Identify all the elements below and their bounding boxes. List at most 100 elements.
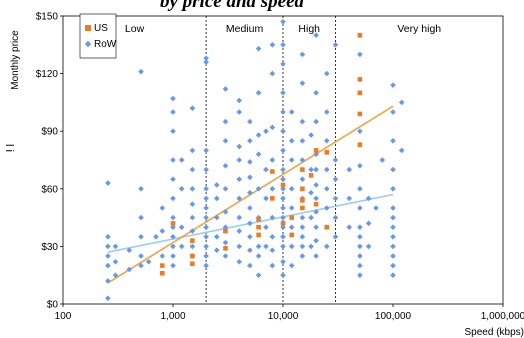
row-point bbox=[222, 138, 229, 144]
row-point bbox=[247, 174, 253, 181]
row-point bbox=[170, 157, 176, 163]
x-tick-label: 100,000 bbox=[375, 311, 412, 322]
row-point bbox=[222, 186, 229, 192]
row-point bbox=[299, 51, 306, 58]
row-point bbox=[379, 157, 386, 163]
row-point bbox=[170, 195, 176, 202]
row-point bbox=[288, 243, 295, 250]
row-point bbox=[280, 258, 286, 265]
row-point bbox=[203, 253, 209, 259]
band-label: Medium bbox=[226, 23, 264, 35]
row-point bbox=[280, 195, 286, 202]
row-point bbox=[159, 205, 166, 211]
row-point bbox=[236, 195, 243, 202]
row-point bbox=[390, 243, 396, 250]
row-point bbox=[255, 253, 262, 259]
row-point bbox=[112, 272, 119, 278]
row-point bbox=[280, 243, 286, 250]
row-point bbox=[247, 189, 253, 196]
legend-marker-us bbox=[85, 25, 91, 31]
row-point bbox=[332, 234, 339, 240]
row-point bbox=[332, 176, 339, 182]
legend: US RoW bbox=[79, 13, 117, 59]
row-point bbox=[222, 239, 229, 246]
row-point bbox=[288, 109, 295, 115]
row-point bbox=[189, 105, 196, 111]
row-point bbox=[138, 234, 144, 240]
row-point bbox=[373, 205, 379, 211]
row-point bbox=[203, 195, 209, 202]
row-point bbox=[398, 147, 405, 154]
row-point bbox=[357, 272, 363, 278]
row-point bbox=[280, 18, 286, 25]
y-tick-label: $120 bbox=[36, 69, 59, 80]
row-point bbox=[357, 224, 363, 230]
us-point bbox=[300, 186, 305, 192]
row-point bbox=[390, 253, 396, 259]
row-point bbox=[263, 166, 269, 173]
data-points bbox=[105, 18, 405, 302]
row-point bbox=[299, 80, 306, 86]
row-point bbox=[332, 157, 339, 163]
us-point bbox=[357, 111, 363, 117]
row-point bbox=[313, 151, 319, 158]
row-point bbox=[357, 162, 363, 169]
row-point bbox=[247, 205, 253, 211]
x-tick-label: 10,000 bbox=[268, 311, 299, 322]
row-point bbox=[280, 90, 286, 96]
us-point bbox=[256, 217, 261, 222]
row-point bbox=[269, 247, 276, 254]
row-point bbox=[112, 258, 119, 265]
row-point bbox=[178, 243, 185, 250]
row-point bbox=[236, 97, 243, 104]
x-tick-label: 1,000 bbox=[160, 311, 185, 322]
row-point bbox=[280, 234, 286, 240]
row-point bbox=[365, 243, 372, 250]
row-point bbox=[313, 32, 319, 38]
row-point bbox=[159, 253, 166, 259]
row-point bbox=[280, 272, 286, 278]
row-point bbox=[323, 109, 330, 115]
row-point bbox=[308, 214, 314, 221]
us-point bbox=[160, 270, 165, 276]
y-tick-label: $150 bbox=[36, 12, 59, 23]
row-point bbox=[203, 243, 209, 250]
row-point bbox=[255, 243, 262, 250]
row-point bbox=[346, 224, 353, 230]
row-point bbox=[280, 42, 286, 48]
row-point bbox=[263, 195, 269, 202]
row-point bbox=[269, 262, 276, 269]
us-point bbox=[270, 169, 275, 174]
row-point bbox=[222, 118, 229, 125]
row-point bbox=[203, 59, 209, 65]
us-point bbox=[357, 77, 363, 82]
us-point bbox=[270, 196, 275, 201]
row-point bbox=[299, 118, 306, 125]
row-point bbox=[269, 157, 276, 163]
row-point bbox=[203, 205, 209, 211]
us-point bbox=[324, 224, 330, 230]
row-point bbox=[313, 224, 319, 230]
row-point bbox=[138, 186, 144, 192]
row-point bbox=[323, 166, 330, 173]
row-point bbox=[357, 205, 363, 211]
row-point bbox=[203, 186, 209, 192]
row-point bbox=[390, 224, 396, 230]
chart-title: by price and speed bbox=[160, 0, 305, 12]
row-point bbox=[255, 45, 262, 52]
row-point bbox=[203, 262, 209, 269]
row-point bbox=[323, 186, 330, 192]
row-point bbox=[313, 118, 319, 125]
us-point bbox=[280, 182, 286, 188]
row-point bbox=[390, 186, 396, 192]
row-point bbox=[170, 176, 176, 182]
row-point bbox=[357, 262, 363, 269]
row-point bbox=[280, 147, 286, 154]
row-point bbox=[288, 186, 295, 192]
row-point bbox=[299, 253, 306, 259]
row-point bbox=[357, 253, 363, 259]
row-point bbox=[189, 186, 196, 192]
row-point bbox=[313, 253, 319, 259]
row-point bbox=[365, 195, 372, 202]
row-point bbox=[255, 151, 262, 158]
